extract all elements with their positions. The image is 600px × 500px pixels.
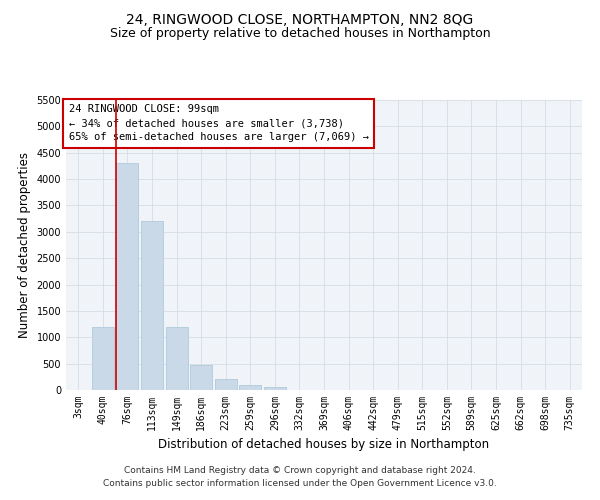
Text: Contains HM Land Registry data © Crown copyright and database right 2024.
Contai: Contains HM Land Registry data © Crown c… bbox=[103, 466, 497, 487]
Bar bbox=[190, 365, 212, 390]
Text: Size of property relative to detached houses in Northampton: Size of property relative to detached ho… bbox=[110, 28, 490, 40]
Bar bbox=[215, 380, 237, 390]
X-axis label: Distribution of detached houses by size in Northampton: Distribution of detached houses by size … bbox=[158, 438, 490, 452]
Bar bbox=[264, 387, 286, 390]
Y-axis label: Number of detached properties: Number of detached properties bbox=[18, 152, 31, 338]
Bar bbox=[141, 222, 163, 390]
Bar bbox=[239, 386, 262, 390]
Text: 24, RINGWOOD CLOSE, NORTHAMPTON, NN2 8QG: 24, RINGWOOD CLOSE, NORTHAMPTON, NN2 8QG bbox=[127, 12, 473, 26]
Bar bbox=[92, 326, 114, 390]
Bar bbox=[116, 164, 139, 390]
Text: 24 RINGWOOD CLOSE: 99sqm
← 34% of detached houses are smaller (3,738)
65% of sem: 24 RINGWOOD CLOSE: 99sqm ← 34% of detach… bbox=[68, 104, 368, 142]
Bar bbox=[166, 326, 188, 390]
